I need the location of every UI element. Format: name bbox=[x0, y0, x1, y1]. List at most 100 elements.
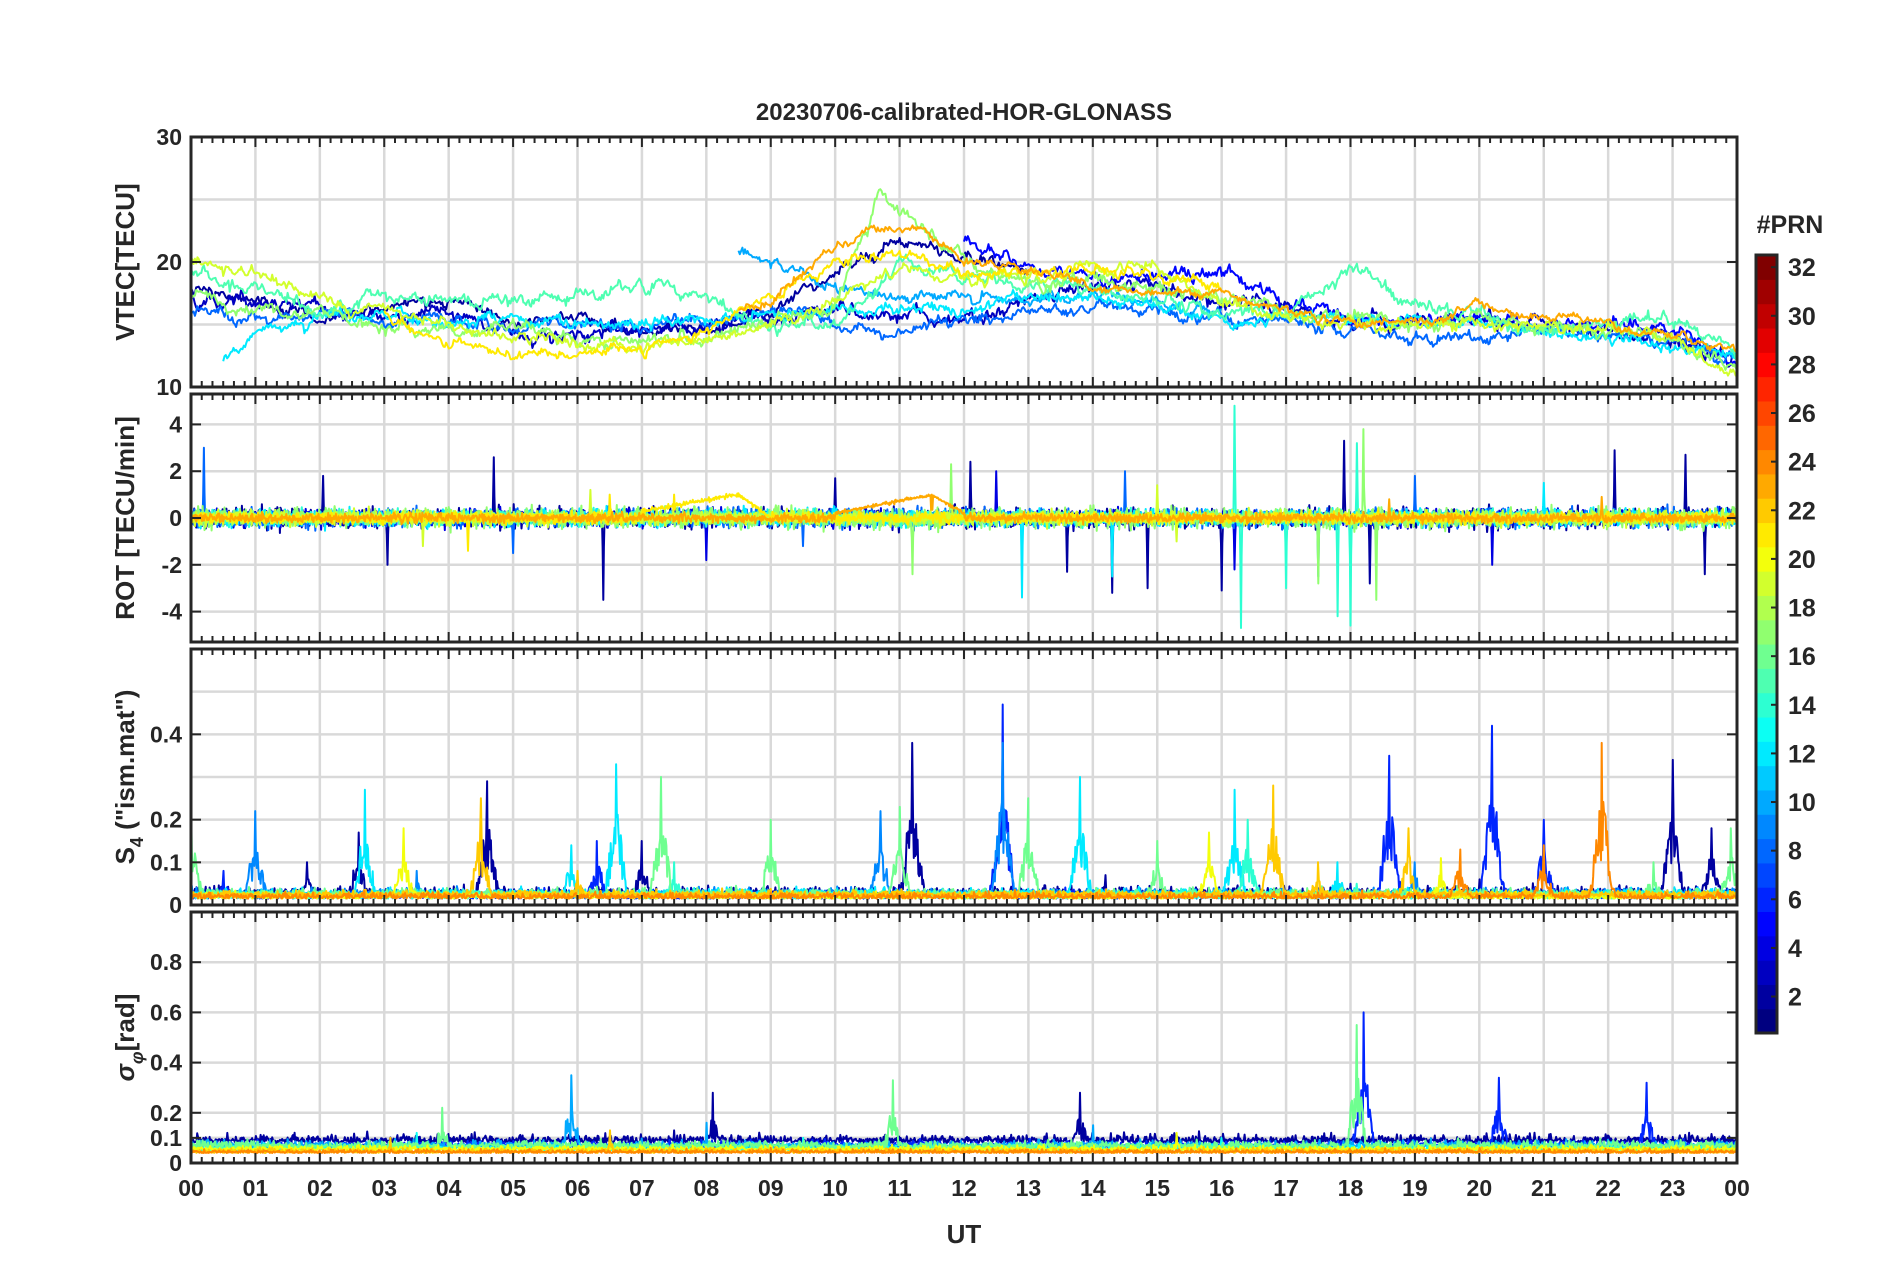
colorbar-tick-label: 16 bbox=[1788, 643, 1816, 671]
panel-vtec-frame bbox=[189, 135, 1739, 389]
ylabel-tail: [rad] bbox=[110, 994, 140, 1052]
y-tick-label: 0.6 bbox=[150, 999, 182, 1025]
panel-rot: -4 -2 0 2 4 ROT [TECU/min] bbox=[110, 392, 1739, 644]
colorbar-segment bbox=[1756, 644, 1777, 669]
x-tick-label: 11 bbox=[887, 1175, 912, 1201]
colorbar-segment bbox=[1756, 352, 1777, 378]
y-tick-label: 4 bbox=[169, 411, 182, 437]
ylabel-subscript: φ bbox=[127, 1051, 147, 1064]
x-tick-label: 15 bbox=[1144, 1175, 1170, 1201]
colorbar-tick-label: 6 bbox=[1788, 886, 1802, 914]
x-tick-label: 21 bbox=[1531, 1175, 1557, 1201]
y-tick-label: 0.1 bbox=[150, 849, 182, 875]
x-tick-label: 00 bbox=[1724, 1175, 1750, 1201]
y-axis-label-rot: ROT [TECU/min] bbox=[110, 416, 140, 620]
colorbar-segment bbox=[1756, 692, 1777, 718]
panel-sigma_phi-frame bbox=[189, 910, 1739, 1165]
y-axis-label-sigma_phi: σφ[rad] bbox=[110, 994, 147, 1082]
x-tick-label: 08 bbox=[694, 1175, 720, 1201]
colorbar-segment bbox=[1756, 595, 1777, 621]
colorbar-tick-label: 2 bbox=[1788, 984, 1802, 1012]
x-tick-label: 02 bbox=[307, 1175, 333, 1201]
colorbar-segment bbox=[1756, 449, 1777, 475]
colorbar-tick-label: 28 bbox=[1788, 351, 1816, 379]
colorbar-segment bbox=[1756, 327, 1777, 353]
y-tick-label: 0.8 bbox=[150, 949, 182, 975]
colorbar-segment bbox=[1756, 400, 1777, 426]
series-line-prn-2 bbox=[191, 237, 1030, 337]
panel-rot-series bbox=[191, 404, 1737, 629]
panel-rot-frame bbox=[189, 392, 1739, 644]
ylabel-main: σ bbox=[110, 1062, 140, 1081]
x-tick-label: 01 bbox=[243, 1175, 269, 1201]
y-axis-label-s4: S4 ("ism.mat") bbox=[110, 690, 147, 865]
y-tick-label: -2 bbox=[162, 552, 182, 578]
panel-sigma_phi-series bbox=[191, 1011, 1737, 1154]
y-tick-label: 30 bbox=[156, 124, 182, 150]
y-tick-label: 0.2 bbox=[150, 807, 182, 833]
colorbar-segment bbox=[1756, 935, 1777, 961]
ylabel-tail: ("ism.mat") bbox=[110, 690, 140, 837]
colorbar-frame bbox=[1754, 253, 1779, 1035]
colorbar-tick-label: 20 bbox=[1788, 546, 1816, 574]
x-tick-label: 20 bbox=[1467, 1175, 1493, 1201]
series-line-prn-23 bbox=[738, 224, 1737, 353]
colorbar-segment bbox=[1756, 668, 1777, 694]
panel-vtec: 10 20 30 VTEC[TECU] bbox=[110, 124, 1739, 400]
x-tick-label: 19 bbox=[1402, 1175, 1428, 1201]
colorbar-segment bbox=[1756, 765, 1777, 791]
ylabel-subscript: 4 bbox=[127, 837, 147, 847]
y-tick-label: 0 bbox=[169, 892, 182, 918]
colorbar-segment bbox=[1756, 716, 1777, 742]
x-tick-label: 05 bbox=[500, 1175, 526, 1201]
colorbar-segment bbox=[1756, 376, 1777, 402]
y-tick-label: 0.4 bbox=[150, 1050, 182, 1076]
y-tick-label: 0.4 bbox=[150, 721, 182, 747]
y-tick-label: 0.1 bbox=[150, 1125, 182, 1151]
series-line-prn-17 bbox=[191, 188, 1737, 371]
colorbar-tick-label: 26 bbox=[1788, 400, 1816, 428]
colorbar-segment bbox=[1756, 498, 1777, 524]
colorbar-tick-label: 22 bbox=[1788, 497, 1816, 525]
y-tick-label: -4 bbox=[162, 599, 183, 625]
series-line-prn-23 bbox=[191, 493, 1737, 526]
y-axis-label-vtec: VTEC[TECU] bbox=[110, 183, 140, 340]
colorbar-tick-label: 14 bbox=[1788, 692, 1816, 720]
colorbar-segment bbox=[1756, 473, 1777, 499]
y-tick-label: 2 bbox=[169, 458, 182, 484]
colorbar-segment bbox=[1756, 887, 1777, 913]
x-tick-label: 10 bbox=[822, 1175, 848, 1201]
colorbar-label: #PRN bbox=[1757, 211, 1824, 239]
colorbar-segment bbox=[1756, 814, 1777, 840]
x-tick-label: 12 bbox=[951, 1175, 977, 1201]
x-tick-label: 13 bbox=[1016, 1175, 1042, 1201]
colorbar-segment bbox=[1756, 571, 1777, 596]
series-line-prn-2 bbox=[191, 1091, 1737, 1144]
x-tick-label: 17 bbox=[1273, 1175, 1299, 1201]
x-axis-label: UT bbox=[947, 1219, 982, 1249]
y-tick-label: 0 bbox=[169, 1150, 182, 1176]
colorbar-tick-label: 10 bbox=[1788, 789, 1816, 817]
colorbar-segment bbox=[1756, 546, 1777, 572]
x-tick-label: 23 bbox=[1660, 1175, 1686, 1201]
y-tick-label: 0 bbox=[169, 505, 182, 531]
ylabel-main: S bbox=[110, 847, 140, 864]
colorbar-tick-label: 12 bbox=[1788, 740, 1816, 768]
series-line-prn-12 bbox=[222, 289, 1737, 362]
panel-sigma_phi: 00.10.20.40.60.8σφ[rad] bbox=[110, 910, 1739, 1176]
colorbar-segment bbox=[1756, 255, 1777, 280]
y-tick-label: 10 bbox=[156, 374, 182, 400]
colorbar-segment bbox=[1756, 960, 1777, 985]
x-tick-label: 00 bbox=[178, 1175, 204, 1201]
colorbar-segment bbox=[1756, 425, 1777, 451]
colorbar-segment bbox=[1756, 741, 1777, 767]
colorbar-segment bbox=[1756, 619, 1777, 645]
series-line-prn-21 bbox=[383, 249, 1223, 361]
colorbar-segment bbox=[1756, 838, 1777, 864]
colorbar-tick-label: 24 bbox=[1788, 449, 1816, 477]
colorbar-tick-label: 32 bbox=[1788, 254, 1816, 282]
x-tick-label: 07 bbox=[629, 1175, 655, 1201]
panel-s4: 00.10.20.4S4 ("ism.mat") bbox=[110, 647, 1739, 918]
